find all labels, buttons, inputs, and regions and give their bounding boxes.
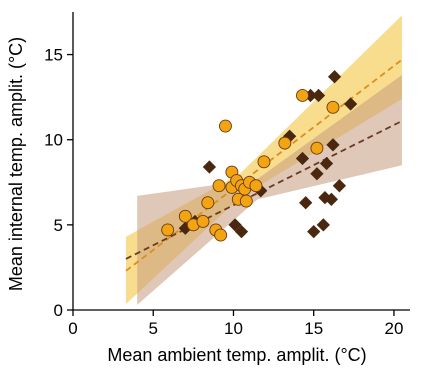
diamond-point [326, 138, 340, 152]
diamond-point [234, 225, 249, 239]
x-axis-title: Mean ambient temp. amplit. (°C) [107, 345, 366, 365]
y-axis-title: Mean internal temp. amplit. (°C) [6, 37, 26, 291]
diamond-point [299, 196, 313, 210]
y-tick-label: 15 [44, 46, 63, 65]
diamond-point [311, 88, 326, 103]
diamond-point [343, 97, 358, 111]
x-tick-label: 20 [384, 319, 403, 338]
y-tick-label: 5 [54, 216, 63, 235]
x-tick-label: 10 [224, 319, 243, 338]
circle-point [161, 223, 175, 237]
diamond-point [202, 160, 217, 174]
x-tick-label: 5 [149, 319, 158, 338]
diamond-point [332, 179, 347, 193]
circle-point [178, 209, 192, 223]
circle-point [326, 100, 340, 114]
circle-point [196, 215, 210, 228]
diamond-point [316, 218, 330, 232]
circle-point [219, 119, 232, 133]
diamond-point [324, 192, 338, 206]
circle-point [249, 179, 263, 193]
x-tick-label: 15 [304, 319, 323, 338]
diamond-point [295, 151, 310, 166]
confidence-band-2 [137, 75, 402, 305]
y-tick-label: 0 [54, 301, 63, 320]
data-points [161, 70, 358, 242]
circle-point [310, 141, 324, 155]
diamond-point [307, 225, 321, 239]
circle-point [239, 194, 253, 208]
diamond-point [319, 156, 334, 171]
diamond-point [310, 167, 324, 181]
circle-point [214, 228, 228, 242]
circle-point [212, 179, 226, 193]
circle-point [296, 88, 309, 102]
y-axis-ticks: 0 5 10 15 [44, 46, 73, 320]
circle-point [278, 136, 292, 150]
x-axis-ticks: 0 5 10 15 20 [68, 310, 403, 338]
circle-point [201, 196, 215, 210]
y-tick-label: 10 [44, 131, 63, 150]
x-tick-label: 0 [68, 319, 77, 338]
circle-point [257, 155, 271, 169]
diamond-point [327, 70, 342, 84]
axes: 0 5 10 15 20 0 5 10 15 [44, 12, 410, 338]
diamond-point [228, 218, 242, 232]
